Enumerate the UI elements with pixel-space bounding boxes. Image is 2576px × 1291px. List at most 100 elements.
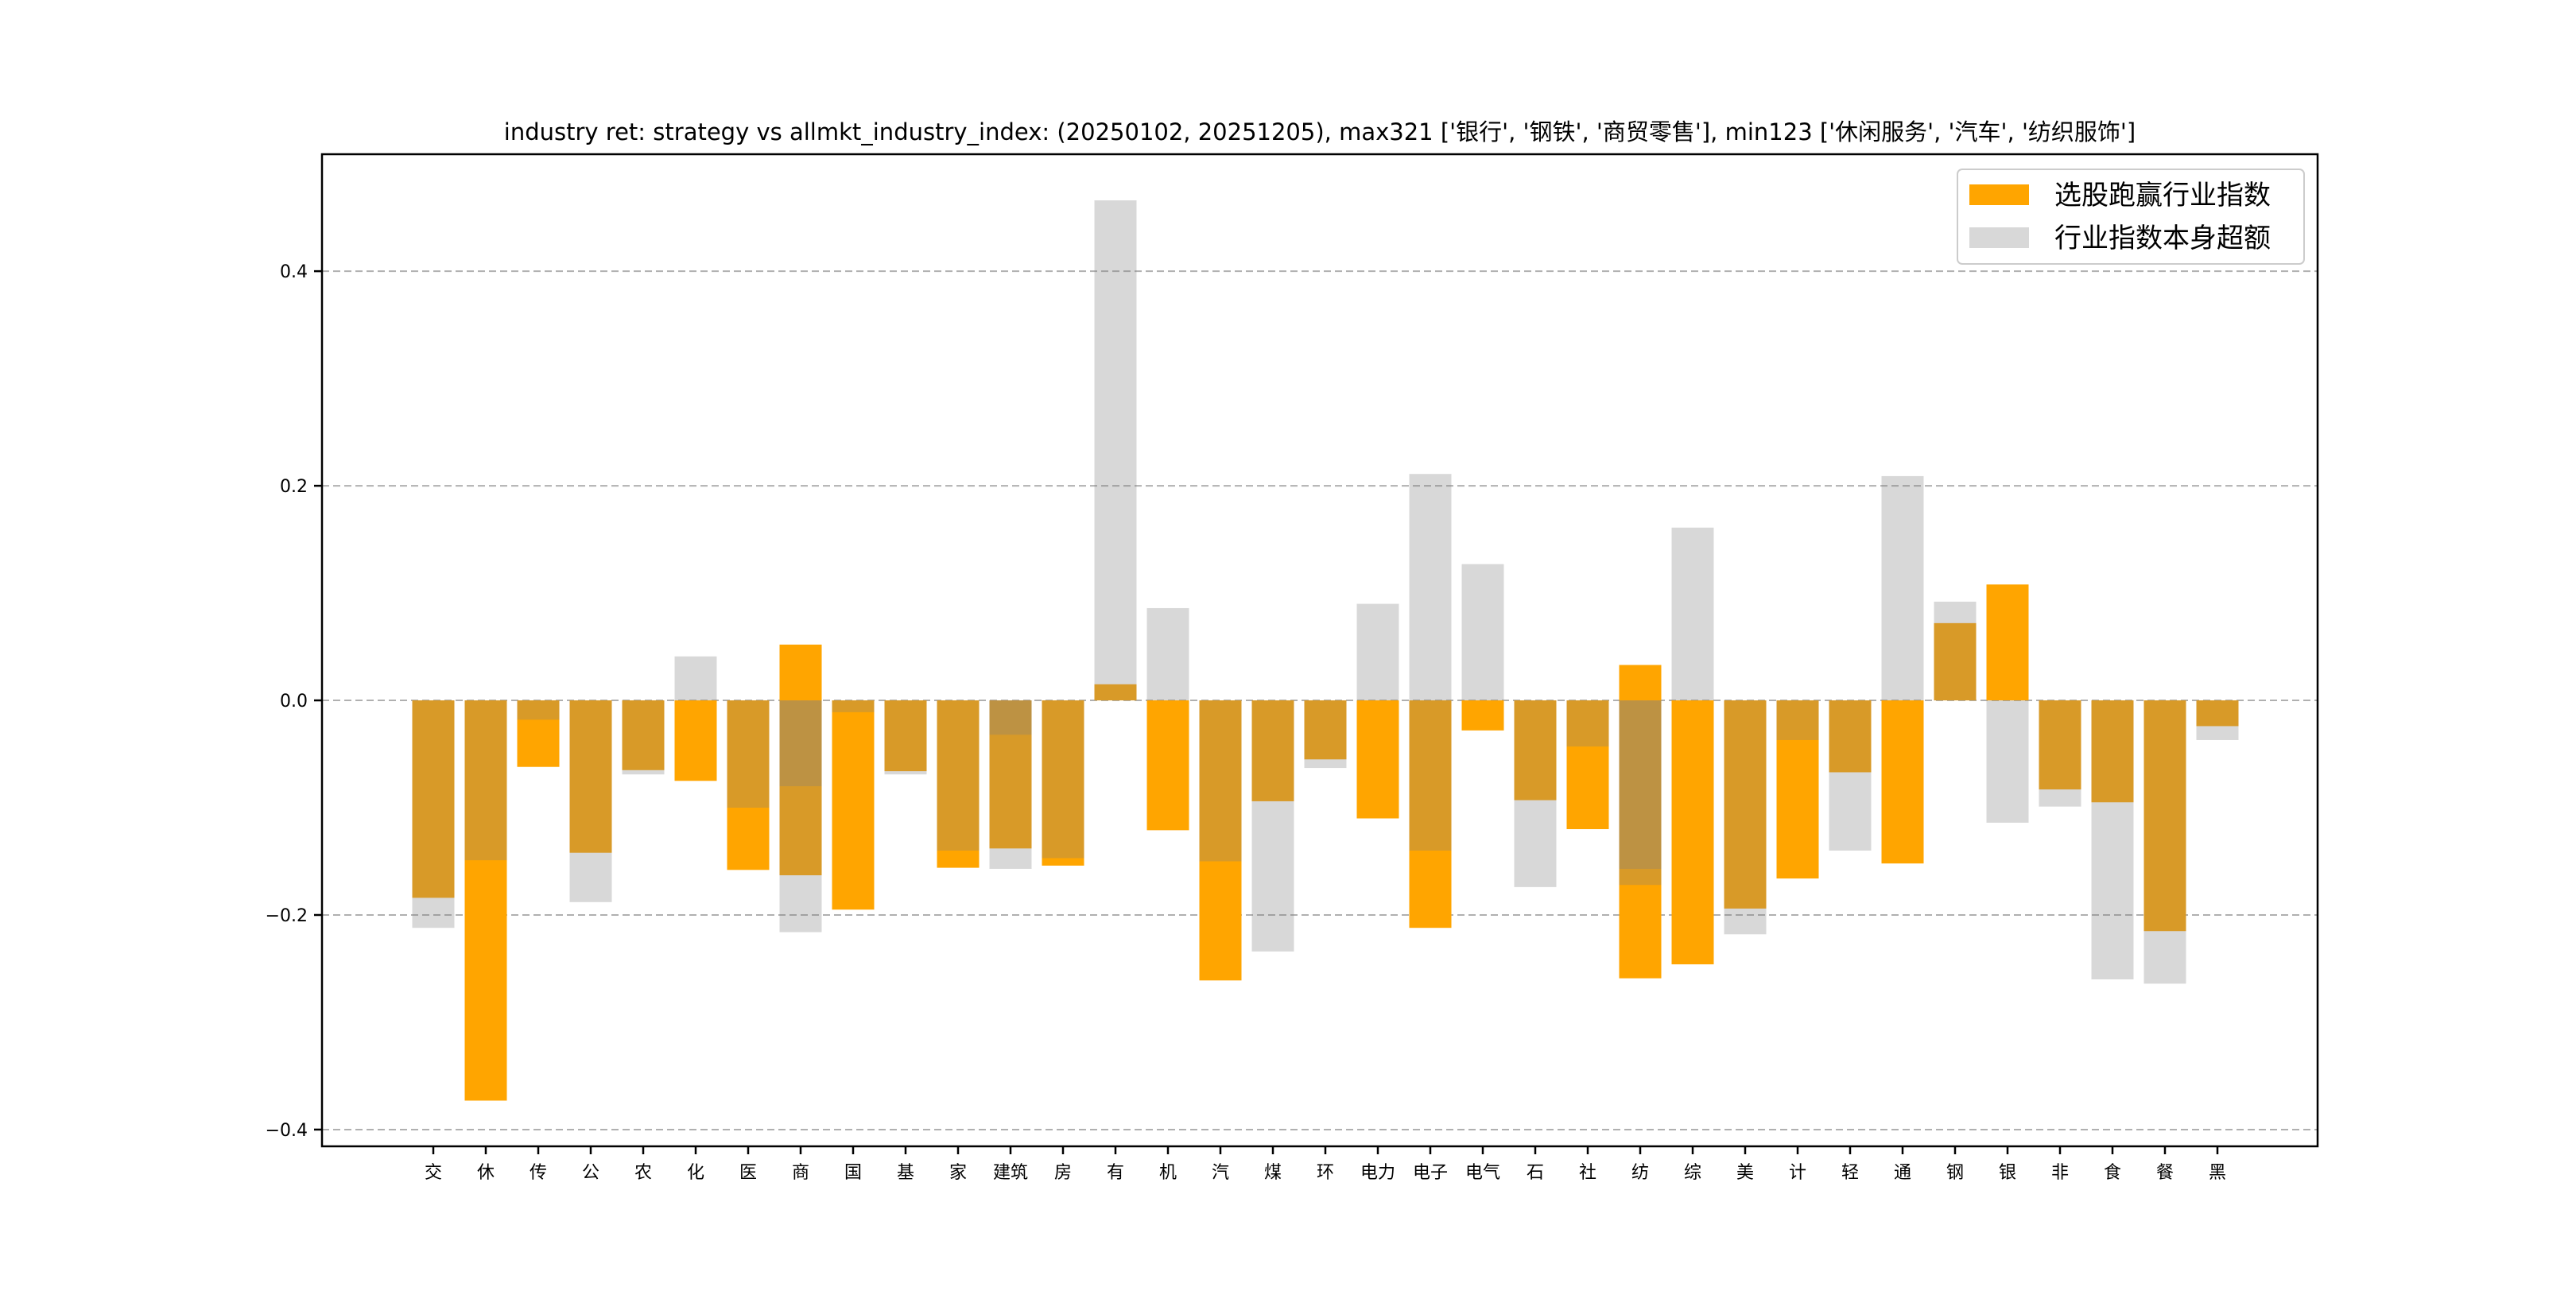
- x-tick-label: 电子: [1413, 1163, 1448, 1183]
- strategy-bar: [1671, 700, 1714, 965]
- plot-frame: [320, 153, 2319, 1148]
- x-tick-label: 家: [949, 1163, 967, 1183]
- index-bar: [622, 700, 665, 775]
- index-bar: [2039, 700, 2081, 807]
- strategy-bar: [1042, 700, 1084, 866]
- strategy-bar: [884, 700, 927, 772]
- x-tick-label: 基: [897, 1163, 914, 1183]
- y-tick-label: 0.2: [280, 477, 308, 497]
- x-tick-label: 通: [1894, 1163, 1911, 1183]
- x-tick-label: 机: [1159, 1163, 1177, 1183]
- x-tick-label: 汽: [1212, 1163, 1229, 1183]
- x-tick-label: 电力: [1360, 1163, 1395, 1183]
- legend-label-index: 行业指数本身超额: [2054, 223, 2271, 254]
- x-tick-label: 计: [1789, 1163, 1806, 1183]
- index-bar: [1409, 474, 1452, 701]
- strategy-bars: [412, 584, 2239, 1101]
- x-tick-label: 石: [1527, 1163, 1544, 1183]
- strategy-bar: [1146, 700, 1189, 831]
- strategy-bar: [2039, 700, 2081, 790]
- strategy-bar: [1829, 700, 1872, 773]
- strategy-bar: [1199, 700, 1242, 981]
- legend-swatch-strategy: [1969, 184, 2029, 205]
- index-bar: [989, 700, 1032, 735]
- x-tick-label: 钢: [1946, 1163, 1964, 1183]
- strategy-bar: [2091, 700, 2134, 803]
- legend-label-strategy: 选股跑赢行业指数: [2054, 180, 2271, 211]
- index-bar: [1514, 700, 1557, 887]
- index-bar: [1671, 527, 1714, 701]
- x-tick-label: 休: [477, 1163, 495, 1183]
- index-bar: [779, 700, 822, 932]
- strategy-bar: [1094, 684, 1137, 701]
- index-bar: [1934, 601, 1977, 701]
- strategy-bar: [1934, 622, 1977, 701]
- strategy-bar: [779, 644, 822, 701]
- x-tick-label: 医: [739, 1163, 757, 1183]
- y-tick-label: −0.2: [266, 906, 308, 926]
- strategy-bar: [1724, 700, 1767, 909]
- y-tick-label: 0.0: [280, 692, 308, 711]
- strategy-bar: [1409, 700, 1452, 929]
- x-tick-label: 交: [425, 1163, 442, 1183]
- strategy-bar: [2196, 700, 2239, 727]
- strategy-bar: [1619, 700, 1662, 979]
- strategy-bar: [937, 700, 980, 868]
- strategy-bar: [989, 700, 1032, 849]
- x-tick-label: 商: [792, 1163, 809, 1183]
- x-tick-label: 建筑: [993, 1163, 1028, 1183]
- index-bar: [464, 700, 507, 861]
- strategy-bar: [674, 700, 717, 781]
- index-bar: [1776, 700, 1819, 740]
- strategy-bar: [622, 700, 665, 770]
- x-axis: 交 休 传 公 农 化 医 商 国 基 家 建筑 房 有 机 汽 煤 环 电力 电子 电气 石 社 纺 综 美 计 轻 通 钢 银 非 食 餐 黑: [425, 1146, 2226, 1183]
- x-tick-label: 环: [1317, 1163, 1334, 1183]
- x-tick-label: 银: [1999, 1163, 2016, 1183]
- index-bar: [1986, 700, 2029, 823]
- index-bar: [832, 700, 875, 712]
- index-bars: [412, 200, 2239, 984]
- index-bar: [1566, 700, 1609, 747]
- index-bar: [884, 700, 927, 775]
- y-tick-label: 0.4: [280, 262, 308, 282]
- index-bar: [1199, 700, 1242, 862]
- strategy-bar: [1461, 700, 1504, 731]
- strategy-bar: [1881, 700, 1924, 864]
- index-bar: [1409, 700, 1452, 851]
- x-tick-label: 有: [1107, 1163, 1124, 1183]
- strategy-bar: [1776, 700, 1819, 879]
- index-bar: [674, 656, 717, 701]
- x-tick-label: 公: [582, 1163, 599, 1183]
- x-tick-label: 黑: [2209, 1163, 2226, 1183]
- x-tick-label: 农: [634, 1163, 652, 1183]
- strategy-bar: [1304, 700, 1347, 760]
- x-tick-label: 食: [2104, 1163, 2121, 1183]
- strategy-bar: [412, 700, 455, 898]
- index-bar: [1094, 200, 1137, 701]
- index-bar: [937, 700, 980, 851]
- index-bar: [1724, 700, 1767, 935]
- strategy-bar: [779, 700, 822, 876]
- x-tick-label: 非: [2051, 1163, 2069, 1183]
- x-tick-label: 餐: [2156, 1163, 2174, 1183]
- strategy-bar: [1356, 700, 1399, 819]
- strategy-bar: [517, 700, 560, 767]
- x-tick-label: 轻: [1841, 1163, 1859, 1183]
- strategy-bar: [464, 700, 507, 1101]
- strategy-bar: [832, 700, 875, 910]
- index-bar: [989, 700, 1032, 869]
- index-bar: [1881, 475, 1924, 701]
- x-tick-label: 传: [530, 1163, 547, 1183]
- index-bar: [1304, 700, 1347, 769]
- legend-swatch-index: [1969, 227, 2029, 248]
- index-bar: [517, 700, 560, 720]
- index-bar: [1619, 700, 1662, 886]
- strategy-bar: [2143, 700, 2186, 932]
- y-tick-label: −0.4: [266, 1121, 308, 1141]
- strategy-bar: [569, 700, 612, 853]
- strategy-bar: [1566, 700, 1609, 830]
- x-tick-label: 综: [1684, 1163, 1701, 1183]
- strategy-bar: [727, 700, 770, 870]
- x-tick-label: 国: [844, 1163, 862, 1183]
